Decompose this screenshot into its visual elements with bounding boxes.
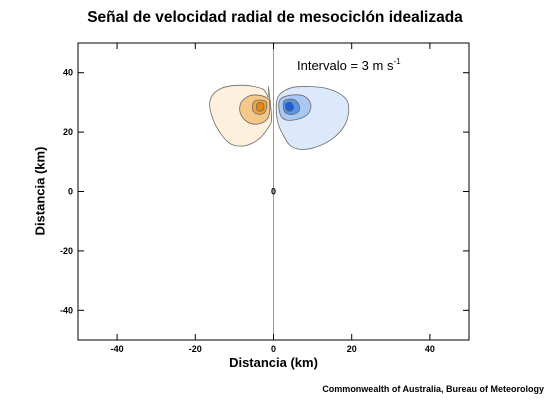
y-tick-label: -20 [60, 246, 73, 256]
credit-text: Commonwealth of Australia, Bureau of Met… [322, 384, 544, 394]
center-marker-label: 0 [271, 187, 276, 197]
x-axis-ticks: -40 -20 0 20 40 [111, 43, 435, 354]
x-tick-label: 40 [425, 344, 435, 354]
center-marker: 0 [271, 187, 276, 197]
x-axis-label: Distancia (km) [229, 355, 318, 370]
y-axis-ticks: -40 -20 0 20 40 [60, 68, 469, 315]
contour-positive-level-4 [284, 101, 295, 112]
x-tick-label: 0 [271, 344, 276, 354]
y-axis-label: Distancia (km) [32, 146, 48, 236]
page-title: Señal de velocidad radial de mesociclón … [87, 9, 463, 26]
contour-interval-label: Intervalo = 3 m s-1 [297, 57, 401, 73]
y-tick-label: 20 [63, 127, 73, 137]
y-tick-label: 0 [68, 187, 73, 197]
contour-negative-level-4 [255, 102, 265, 112]
x-tick-label: 20 [347, 344, 357, 354]
y-tick-label: 40 [63, 68, 73, 78]
contour-interval-unit-exponent: -1 [393, 57, 401, 66]
contour-layers [209, 84, 350, 150]
x-tick-label: -20 [189, 344, 202, 354]
y-tick-label: -40 [60, 305, 73, 315]
x-tick-label: -40 [111, 344, 124, 354]
contour-interval-text: Intervalo = 3 m s [297, 58, 394, 73]
